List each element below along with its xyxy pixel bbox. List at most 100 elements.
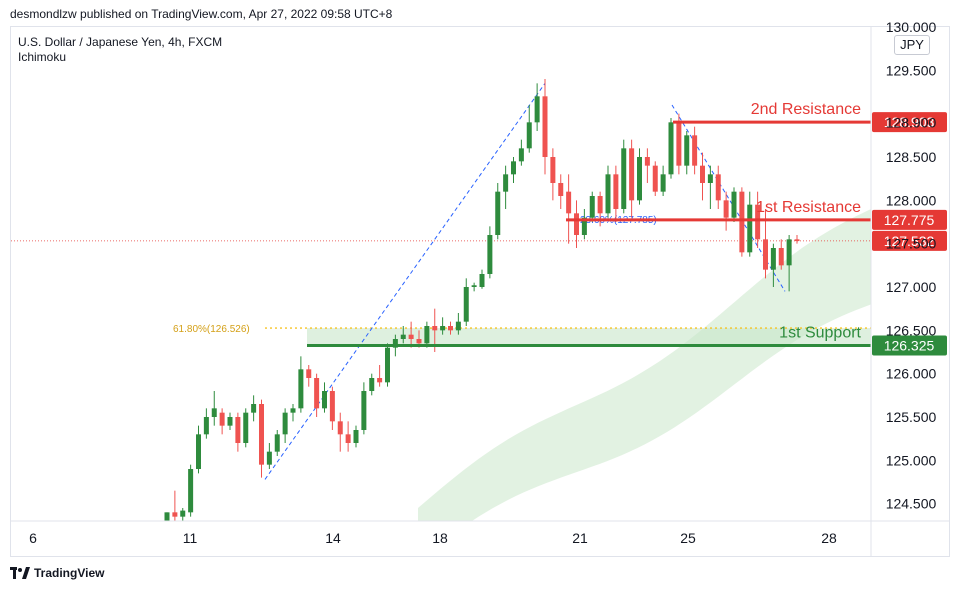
candle-body [172,512,178,517]
candle-body [440,326,446,331]
candle [526,105,532,153]
candle-body [794,239,800,242]
candle-body [605,174,611,214]
candle-body [731,191,737,218]
candle-body [550,157,556,183]
candle-body [400,334,406,339]
candle-body [684,135,690,166]
candle-body [227,417,233,426]
candle [298,356,304,413]
candle [259,399,264,478]
candle [518,139,524,166]
candle-body [739,191,745,253]
candle [251,395,257,422]
candle [479,269,485,289]
currency-badge[interactable]: JPY [894,35,930,55]
level-lines: 2nd Resistance 128.903 1st Resistance 127.7… [307,101,947,356]
candle-body [700,165,705,183]
candle-body [652,165,658,192]
candle [581,209,587,240]
candle [629,139,635,218]
candle [314,373,320,417]
y-tick-label: 124.500 [886,496,937,512]
candle [306,365,312,387]
candle [211,391,217,426]
x-tick-label: 14 [325,530,341,546]
candle-body [542,96,548,157]
candle [440,317,446,335]
x-tick-label: 21 [572,530,588,546]
candle [558,174,564,209]
candle [282,408,288,443]
candle-body [290,408,296,413]
candle [676,113,682,175]
candle [550,148,556,201]
candle-body [747,204,753,253]
candle-body [377,378,383,383]
candle-body [723,200,729,218]
candle-body [715,174,721,201]
publisher-line: desmondlzw published on TradingView.com,… [10,7,393,21]
candle [471,282,477,292]
candle-body [219,412,225,426]
candle-body [416,339,422,344]
candle [644,148,650,183]
candle [164,512,170,521]
candle-body [495,191,501,235]
x-tick-label: 28 [821,530,837,546]
price-tag [872,335,947,356]
candle [770,243,776,287]
candle-body [298,369,304,409]
candle [495,183,501,240]
candle [377,365,383,387]
candle-body [345,434,351,443]
x-tick-label: 11 [183,530,198,546]
candle [684,131,690,175]
price-tag-label: 128.903 [884,114,935,130]
candle [188,464,194,517]
candle-body [581,217,587,235]
candle [172,490,178,521]
candle-body [211,408,217,417]
candle [794,235,800,244]
y-tick-label: 126.000 [886,366,937,382]
candle-body [180,510,186,517]
candle [203,408,209,439]
candle-body [282,412,288,435]
y-tick-label: 127.500 [886,236,937,252]
candle-body [463,287,469,322]
candle [668,118,674,179]
candle-body [266,451,272,465]
y-tick-label: 127.000 [886,279,937,295]
candle-body [392,339,398,348]
candle [400,326,406,344]
candle [589,191,595,222]
candle-body [778,248,784,266]
candle [448,321,453,335]
cloud-band [418,209,871,521]
tradingview-logo-icon [10,567,30,579]
candle-body [243,412,249,443]
y-tick-label: 128.900 [886,114,937,130]
candle-body [487,235,493,274]
candles [164,79,800,521]
candle [337,412,343,452]
y-tick-label: 126.500 [886,322,937,338]
candle [542,79,548,175]
candle [707,165,713,209]
chart-frame [10,26,950,557]
candle-body [479,274,485,287]
candle [385,343,390,387]
candle [637,148,642,205]
candle-body [274,434,280,452]
candle-body [306,369,312,378]
candle [180,508,186,521]
candle [361,382,367,435]
candle-body [534,96,540,123]
candle [605,165,611,218]
support-zone [307,328,871,346]
candle [613,165,619,222]
candle-body [471,285,477,287]
candle-body [786,239,792,266]
